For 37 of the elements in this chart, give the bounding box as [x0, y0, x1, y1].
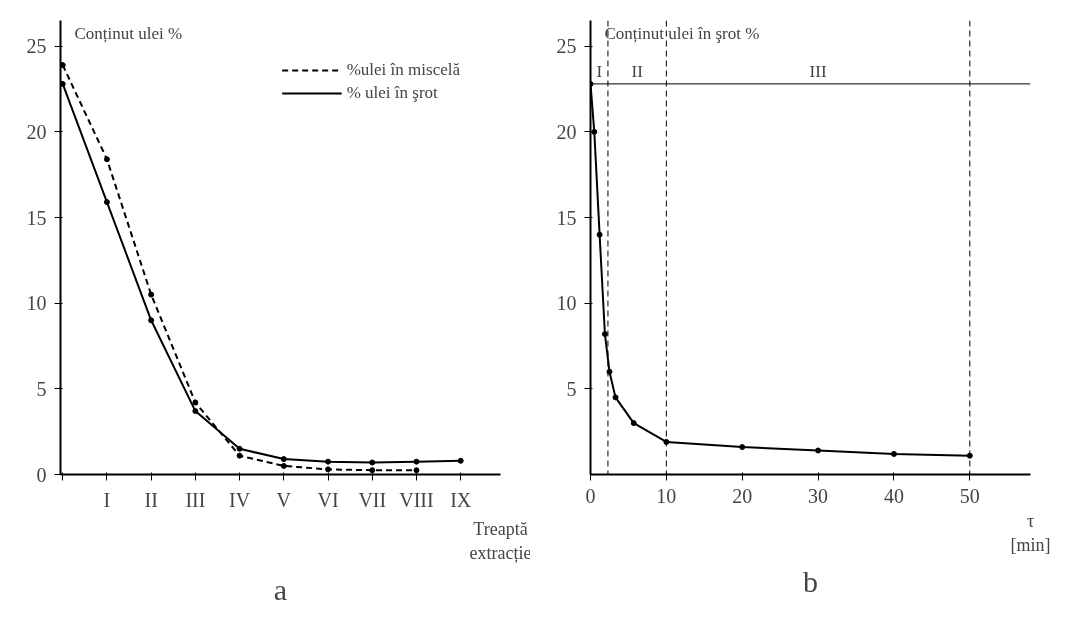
- y-tick-label: 25: [26, 35, 47, 58]
- x-tick-label: IV: [229, 488, 251, 511]
- x-axis-title: τ [min]: [1010, 510, 1051, 555]
- y-tick-label: 15: [26, 206, 47, 229]
- x-tick-label: 20: [732, 484, 753, 507]
- x-tick-label: 40: [883, 484, 904, 507]
- x-tick-label: 30: [808, 484, 829, 507]
- annotation: II: [631, 61, 644, 81]
- x-tick-label: 50: [959, 484, 980, 507]
- y-axis-title: Conținut ulei în şrot %: [604, 23, 760, 43]
- x-tick-label: IX: [450, 488, 472, 511]
- x-tick-label: VIII: [399, 488, 434, 511]
- y-tick-label: 20: [26, 120, 47, 143]
- x-axis-title: Treaptă extracție: [469, 518, 532, 563]
- annotation: III: [809, 61, 827, 81]
- x-tick-label: II: [144, 488, 158, 511]
- y-tick-label: 15: [556, 206, 577, 229]
- text: a: [273, 572, 288, 606]
- x-tick-label: 0: [585, 484, 596, 507]
- x-tick-label: VI: [317, 488, 339, 511]
- y-tick-label: 10: [26, 292, 47, 315]
- x-tick-label: I: [103, 488, 111, 511]
- y-axis-title: Conținut ulei %: [74, 23, 183, 43]
- x-tick-label: 10: [656, 484, 677, 507]
- x-tick-label: III: [185, 488, 206, 511]
- x-tick-label: VII: [358, 488, 387, 511]
- y-tick-label: 20: [556, 120, 577, 143]
- text: b: [803, 564, 818, 598]
- y-tick-label: 5: [566, 377, 577, 400]
- legend-label: %ulei în miscelă: [346, 60, 460, 80]
- y-tick-label: 25: [556, 35, 577, 58]
- annotation: I: [596, 61, 603, 81]
- y-tick-label: 0: [36, 463, 47, 486]
- legend-label: % ulei în şrot: [346, 83, 438, 103]
- x-tick-label: V: [276, 488, 292, 511]
- y-tick-label: 5: [36, 377, 47, 400]
- y-tick-label: 10: [556, 292, 577, 315]
